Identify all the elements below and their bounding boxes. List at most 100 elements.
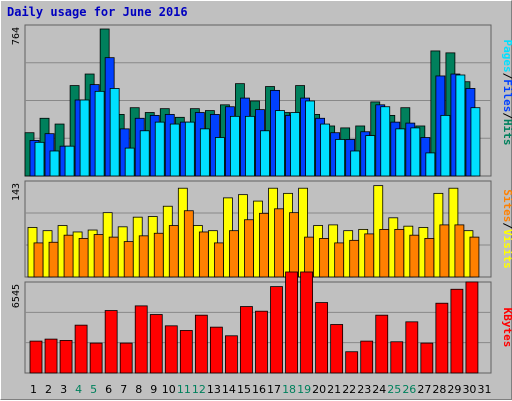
x-tick-label-13: 13 — [207, 383, 221, 396]
bar-sites-9 — [153, 232, 164, 278]
legend-hits: Hits — [501, 119, 512, 146]
bar-pages-28 — [440, 114, 451, 177]
bar-sites-28 — [439, 224, 450, 278]
bar-pages-6 — [109, 88, 120, 177]
bar-pages-4 — [79, 99, 90, 177]
ymax-label: 143 — [11, 183, 22, 201]
legend-kbytes: KBytes — [501, 308, 512, 348]
bar-sites-29 — [454, 224, 465, 278]
bar-sites-3 — [63, 234, 74, 278]
bar-sites-23 — [364, 233, 375, 278]
bar-pages-18 — [290, 112, 300, 177]
bar-pages-21 — [335, 139, 346, 177]
bar-kbytes-5 — [89, 342, 103, 374]
x-tick-label-31: 31 — [477, 383, 491, 396]
bar-kbytes-29 — [450, 288, 464, 374]
bar-kbytes-16 — [255, 310, 268, 374]
bar-pages-1 — [34, 141, 45, 177]
bar-pages-27 — [425, 152, 436, 177]
bar-kbytes-14 — [225, 335, 238, 374]
bar-kbytes-27 — [420, 342, 434, 374]
x-tick-label-11: 11 — [177, 383, 191, 396]
bar-sites-24 — [379, 228, 390, 278]
x-tick-label-20: 20 — [312, 383, 326, 396]
bar-kbytes-21 — [330, 324, 344, 374]
bar-kbytes-23 — [360, 340, 374, 374]
x-tick-label-28: 28 — [432, 383, 446, 396]
x-tick-label-7: 7 — [120, 383, 127, 396]
bar-sites-26 — [409, 234, 420, 278]
bar-sites-11 — [183, 210, 194, 278]
bar-sites-7 — [123, 241, 134, 278]
bar-kbytes-18 — [285, 271, 298, 374]
x-tick-label-3: 3 — [60, 383, 67, 396]
bar-sites-27 — [424, 237, 435, 278]
ymax-label: 6545 — [11, 284, 22, 308]
legend-pages: Pages — [501, 40, 512, 73]
x-tick-label-15: 15 — [237, 383, 251, 396]
bar-pages-19 — [305, 100, 315, 177]
legend-sites: Sites — [501, 189, 512, 222]
bar-sites-6 — [108, 236, 119, 278]
x-tick-label-12: 12 — [192, 383, 206, 396]
bar-pages-25 — [395, 128, 406, 177]
x-tick-label-25: 25 — [387, 383, 401, 396]
bar-pages-2 — [49, 150, 60, 177]
bar-sites-17 — [274, 208, 284, 278]
bar-pages-17 — [275, 110, 285, 177]
x-tick-label-17: 17 — [267, 383, 281, 396]
bar-pages-20 — [320, 123, 331, 177]
bar-kbytes-24 — [375, 314, 389, 374]
legend-pages-files-hits: Pages/Files/Hits — [501, 40, 512, 146]
bar-pages-29 — [455, 74, 466, 177]
legend-kbytes: KBytes — [501, 308, 512, 348]
bar-pages-22 — [350, 150, 361, 177]
bar-kbytes-11 — [179, 330, 193, 374]
bar-kbytes-30 — [465, 281, 479, 374]
x-tick-label-22: 22 — [342, 383, 356, 396]
bar-kbytes-19 — [300, 271, 313, 374]
bar-sites-15 — [244, 219, 254, 278]
bar-kbytes-25 — [390, 341, 404, 374]
x-tick-label-14: 14 — [222, 383, 236, 396]
x-tick-label-6: 6 — [105, 383, 112, 396]
bar-sites-1 — [33, 242, 44, 278]
bar-sites-10 — [168, 225, 179, 278]
bar-pages-8 — [139, 130, 150, 177]
x-tick-label-5: 5 — [90, 383, 97, 396]
bar-kbytes-7 — [119, 342, 133, 374]
bar-sites-4 — [78, 237, 89, 278]
bar-sites-5 — [93, 234, 104, 278]
bar-sites-30 — [469, 236, 480, 278]
bar-kbytes-17 — [270, 286, 283, 374]
x-tick-label-18: 18 — [282, 383, 296, 396]
bar-pages-12 — [199, 128, 210, 177]
bar-pages-9 — [154, 121, 165, 177]
legend-separator: / — [501, 222, 512, 229]
bar-pages-13 — [214, 137, 225, 177]
x-tick-label-23: 23 — [357, 383, 371, 396]
bar-pages-10 — [169, 123, 180, 177]
chart-title: Daily usage for June 2016 — [7, 5, 188, 19]
x-tick-label-19: 19 — [297, 383, 311, 396]
bar-sites-18 — [289, 212, 299, 278]
x-tick-label-10: 10 — [162, 383, 176, 396]
x-tick-label-8: 8 — [135, 383, 142, 396]
bar-kbytes-4 — [74, 324, 88, 374]
bar-sites-12 — [198, 231, 209, 278]
bar-pages-5 — [94, 90, 105, 177]
legend-sites-visits: Sites/Visits — [501, 189, 512, 269]
bar-sites-13 — [213, 242, 224, 278]
bar-sites-8 — [138, 235, 149, 278]
bar-sites-22 — [349, 239, 360, 278]
bar-pages-16 — [260, 130, 270, 177]
bar-pages-14 — [230, 115, 240, 177]
bar-pages-15 — [245, 115, 255, 177]
x-tick-label-29: 29 — [447, 383, 461, 396]
legend-files: Files — [501, 79, 512, 112]
bar-pages-24 — [380, 106, 391, 177]
bar-pages-23 — [365, 135, 376, 177]
x-tick-label-2: 2 — [45, 383, 52, 396]
